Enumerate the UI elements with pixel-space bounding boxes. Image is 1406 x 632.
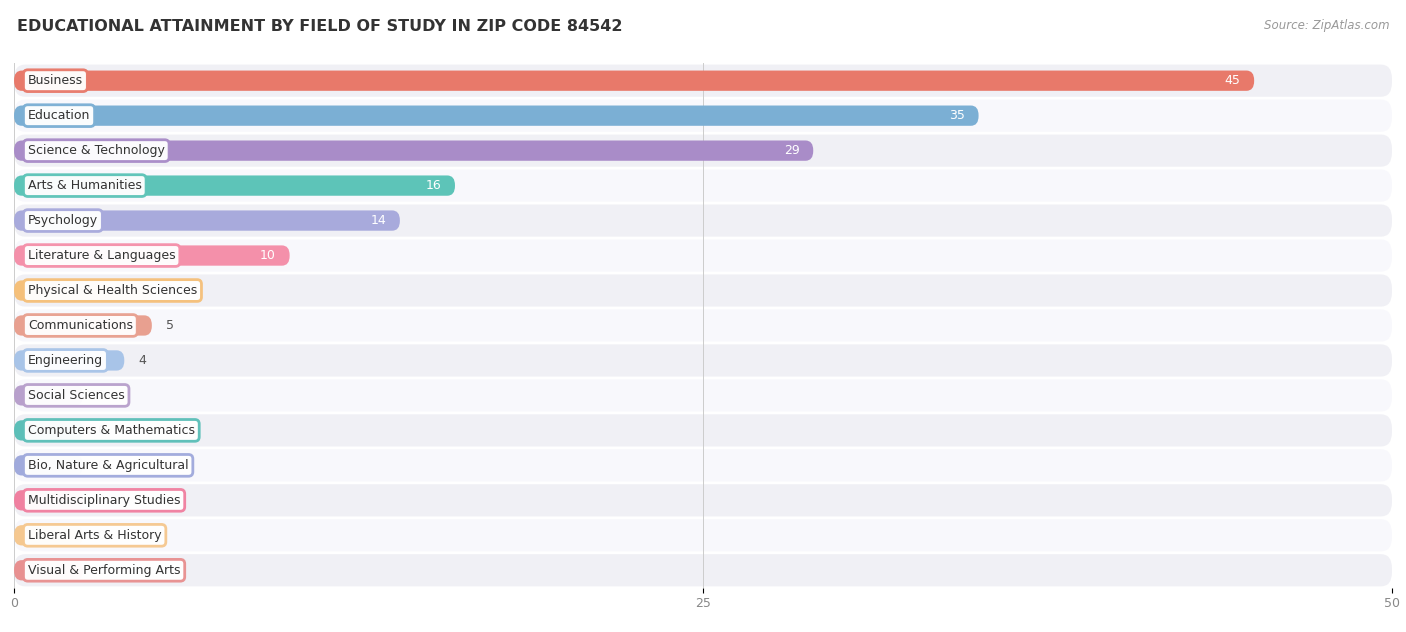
FancyBboxPatch shape xyxy=(14,100,1392,131)
FancyBboxPatch shape xyxy=(14,455,83,475)
Text: 5: 5 xyxy=(166,284,173,297)
FancyBboxPatch shape xyxy=(14,176,456,196)
FancyBboxPatch shape xyxy=(14,490,83,511)
FancyBboxPatch shape xyxy=(14,344,1392,377)
FancyBboxPatch shape xyxy=(14,310,1392,341)
Text: 29: 29 xyxy=(783,144,800,157)
FancyBboxPatch shape xyxy=(14,386,83,406)
Text: 0: 0 xyxy=(97,494,104,507)
Text: Source: ZipAtlas.com: Source: ZipAtlas.com xyxy=(1264,19,1389,32)
Text: Computers & Mathematics: Computers & Mathematics xyxy=(28,424,195,437)
FancyBboxPatch shape xyxy=(14,64,1392,97)
FancyBboxPatch shape xyxy=(14,420,83,441)
Text: Engineering: Engineering xyxy=(28,354,103,367)
FancyBboxPatch shape xyxy=(14,245,290,265)
FancyBboxPatch shape xyxy=(14,71,1254,91)
FancyBboxPatch shape xyxy=(14,240,1392,272)
Text: Arts & Humanities: Arts & Humanities xyxy=(28,179,142,192)
Text: Education: Education xyxy=(28,109,90,122)
Text: Physical & Health Sciences: Physical & Health Sciences xyxy=(28,284,197,297)
FancyBboxPatch shape xyxy=(14,560,83,580)
Text: Bio, Nature & Agricultural: Bio, Nature & Agricultural xyxy=(28,459,188,472)
FancyBboxPatch shape xyxy=(14,520,1392,551)
FancyBboxPatch shape xyxy=(14,379,1392,411)
FancyBboxPatch shape xyxy=(14,169,1392,202)
Text: 2: 2 xyxy=(97,389,104,402)
Text: 0: 0 xyxy=(97,424,104,437)
Text: EDUCATIONAL ATTAINMENT BY FIELD OF STUDY IN ZIP CODE 84542: EDUCATIONAL ATTAINMENT BY FIELD OF STUDY… xyxy=(17,19,623,34)
FancyBboxPatch shape xyxy=(14,449,1392,482)
Text: 0: 0 xyxy=(97,564,104,577)
FancyBboxPatch shape xyxy=(14,484,1392,516)
FancyBboxPatch shape xyxy=(14,210,399,231)
Text: 5: 5 xyxy=(166,319,173,332)
Text: Visual & Performing Arts: Visual & Performing Arts xyxy=(28,564,180,577)
Text: 10: 10 xyxy=(260,249,276,262)
Text: Multidisciplinary Studies: Multidisciplinary Studies xyxy=(28,494,180,507)
Text: Communications: Communications xyxy=(28,319,132,332)
FancyBboxPatch shape xyxy=(14,350,124,370)
Text: Liberal Arts & History: Liberal Arts & History xyxy=(28,529,162,542)
Text: 45: 45 xyxy=(1225,74,1240,87)
FancyBboxPatch shape xyxy=(14,106,979,126)
FancyBboxPatch shape xyxy=(14,205,1392,236)
Text: Social Sciences: Social Sciences xyxy=(28,389,125,402)
Text: Business: Business xyxy=(28,74,83,87)
FancyBboxPatch shape xyxy=(14,525,83,545)
Text: 16: 16 xyxy=(426,179,441,192)
FancyBboxPatch shape xyxy=(14,415,1392,446)
FancyBboxPatch shape xyxy=(14,281,152,301)
Text: 14: 14 xyxy=(370,214,387,227)
FancyBboxPatch shape xyxy=(14,274,1392,307)
Text: 4: 4 xyxy=(138,354,146,367)
FancyBboxPatch shape xyxy=(14,315,152,336)
FancyBboxPatch shape xyxy=(14,554,1392,586)
Text: 0: 0 xyxy=(97,529,104,542)
FancyBboxPatch shape xyxy=(14,135,1392,167)
FancyBboxPatch shape xyxy=(14,140,813,161)
Text: Psychology: Psychology xyxy=(28,214,98,227)
Text: Science & Technology: Science & Technology xyxy=(28,144,165,157)
Text: Literature & Languages: Literature & Languages xyxy=(28,249,176,262)
Text: 35: 35 xyxy=(949,109,965,122)
Text: 0: 0 xyxy=(97,459,104,472)
